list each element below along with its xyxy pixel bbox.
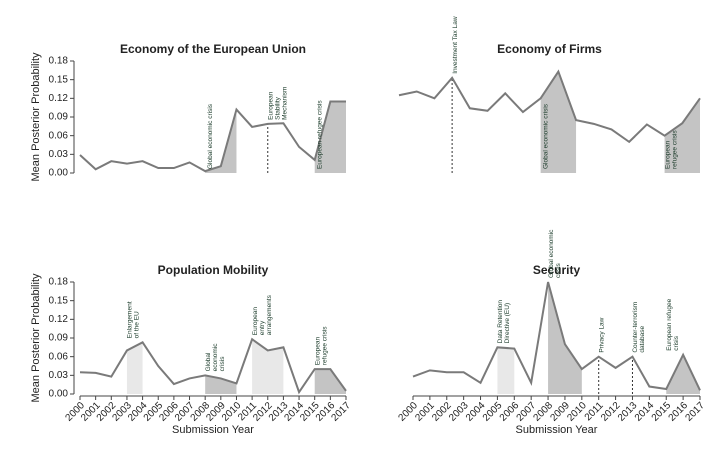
event-label: Mechanism <box>281 87 288 120</box>
event-shade <box>314 101 346 173</box>
event-label: Counter-terrorism <box>632 302 639 353</box>
event-label: refugee crisis <box>321 326 328 365</box>
y-tick-label: 0.03 <box>49 149 69 160</box>
event-shade <box>314 369 346 394</box>
chart-title: Economy of Firms <box>497 42 602 56</box>
event-label: Stability <box>274 96 281 120</box>
event-label: European refugee <box>666 298 673 350</box>
y-tick-label: 0.12 <box>49 93 69 104</box>
event-label: crisis <box>673 335 680 351</box>
y-tick-label: 0.00 <box>49 389 69 400</box>
event-shade <box>497 347 515 394</box>
event-shade <box>548 282 582 394</box>
y-tick-label: 0.18 <box>49 277 69 288</box>
y-tick-label: 0.06 <box>49 351 69 362</box>
event-shade <box>205 109 237 173</box>
chart-title: Population Mobility <box>158 263 269 277</box>
event-label: entry <box>259 320 266 335</box>
event-label: Directive (EU) <box>504 303 511 343</box>
y-tick-label: 0.12 <box>49 314 69 325</box>
x-tick-label: 2017 <box>329 400 353 424</box>
y-tick-label: 0.09 <box>49 333 69 344</box>
event-label: arrangements <box>266 294 273 335</box>
event-label: Global economic <box>548 229 555 278</box>
event-label: of the EU <box>134 311 141 338</box>
data-line <box>412 281 701 391</box>
y-axis-title: Mean Posterior Probability <box>30 52 42 182</box>
y-tick-label: 0.09 <box>49 112 69 123</box>
event-label: crisis <box>555 262 562 278</box>
data-line <box>79 337 347 395</box>
y-tick-label: 0.18 <box>49 56 69 67</box>
x-tick-label: 2017 <box>683 400 707 424</box>
event-label: refugee crisis <box>671 130 678 169</box>
y-tick-label: 0.15 <box>49 74 69 85</box>
event-label: European refugee crisis <box>316 100 323 169</box>
event-label: Global <box>205 352 212 371</box>
event-label: Enlargement <box>127 301 134 338</box>
event-shade <box>126 342 143 394</box>
data-line <box>398 69 701 144</box>
event-label: Privacy Law <box>598 317 605 352</box>
y-tick-label: 0.03 <box>49 370 69 381</box>
event-label: Global economic crisis <box>207 103 214 169</box>
event-label: European <box>664 140 671 169</box>
event-label: European <box>267 91 274 120</box>
event-label: Data Retention <box>497 300 504 344</box>
x-axis-title: Submission Year <box>516 424 598 436</box>
event-label: Global economic crisis <box>542 103 549 169</box>
y-tick-label: 0.15 <box>49 295 69 306</box>
y-tick-label: 0.06 <box>49 130 69 141</box>
event-label: crisis <box>219 356 226 372</box>
event-shade <box>205 375 237 394</box>
y-tick-label: 0.00 <box>49 168 69 179</box>
chart-title: Economy of the European Union <box>120 42 306 56</box>
event-shade <box>664 98 700 173</box>
event-label: economic <box>212 343 219 372</box>
event-label: Investment Tax Law <box>452 16 459 74</box>
chart-title: Security <box>533 263 581 277</box>
x-axis-title: Submission Year <box>172 424 254 436</box>
event-label: European <box>252 307 259 336</box>
event-shade <box>252 339 284 394</box>
event-label: European <box>314 337 321 366</box>
data-line <box>79 100 346 173</box>
event-label: database <box>639 326 646 353</box>
event-shade <box>666 354 700 394</box>
y-axis-title: Mean Posterior Probability <box>30 273 42 403</box>
